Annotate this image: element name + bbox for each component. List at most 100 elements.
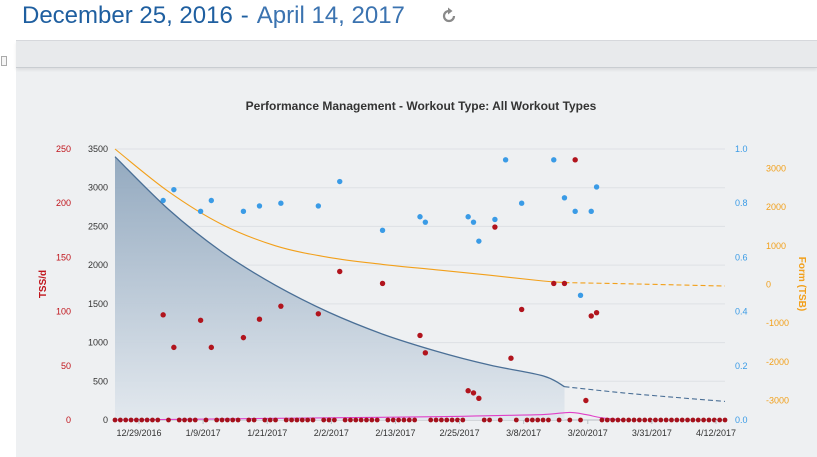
tsb-projection-line [564, 282, 726, 287]
start-date[interactable]: December 25, 2016 [22, 2, 233, 29]
baseline-dot [690, 417, 696, 423]
baseline-dot [326, 417, 332, 423]
baseline-dot [219, 417, 225, 423]
tss-dot [422, 350, 429, 356]
form-tick-label: -3000 [766, 396, 789, 406]
intensity-dot [476, 238, 482, 244]
intensity-dot [470, 219, 477, 225]
intensity-dot [240, 208, 247, 215]
baseline-dot [305, 417, 311, 423]
baseline-dot [599, 417, 605, 423]
form-tick-label: 2000 [766, 202, 786, 212]
baseline-dot [331, 417, 337, 423]
tss-dot [551, 280, 557, 287]
tss-dot [518, 306, 525, 313]
intensity-tick-label: 0.2 [735, 361, 748, 371]
baseline-dot [230, 417, 236, 423]
side-handle[interactable] [1, 56, 7, 66]
header: December 25, 2016- April 14, 2017 [0, 0, 817, 40]
baseline-dot [112, 417, 118, 423]
baseline-dot [631, 417, 637, 423]
baseline-dot [679, 417, 685, 423]
form-tick-label: -1000 [766, 318, 789, 328]
intensity-dot [208, 197, 215, 204]
intensity-tick-label: 0.4 [735, 307, 748, 317]
tss-tick-label: 0 [103, 415, 108, 425]
panel-toolbar [16, 41, 817, 68]
form-tick-label: 0 [766, 280, 771, 290]
tss-dot [588, 313, 594, 319]
baseline-dot [663, 417, 669, 423]
baseline-dot [358, 417, 364, 423]
refresh-icon[interactable] [440, 7, 458, 25]
tss-dot [417, 332, 423, 339]
baseline-dot [267, 417, 273, 423]
tss-per-day-tick-label: 250 [56, 144, 71, 154]
x-tick-label: 3/20/2017 [568, 428, 608, 438]
intensity-dot [588, 208, 594, 215]
tss-per-day-tick-label: 50 [61, 361, 71, 371]
baseline-dot [348, 417, 353, 423]
baseline-dot [626, 417, 632, 423]
x-tick-label: 2/13/2017 [375, 428, 415, 438]
baseline-dot [535, 417, 541, 423]
baseline-dot [203, 417, 209, 423]
x-tick-label: 3/8/2017 [506, 428, 541, 438]
end-date[interactable]: April 14, 2017 [256, 2, 405, 29]
baseline-dot [396, 417, 401, 423]
baseline-dot [497, 417, 503, 423]
intensity-dot [492, 216, 498, 223]
baseline-dot [289, 417, 294, 423]
form-tick-label: 3000 [766, 163, 786, 173]
tss-per-day-tick-label: 100 [56, 307, 71, 317]
tss-dot [171, 344, 177, 351]
intensity-dot [315, 203, 322, 209]
ctl-projection-line [564, 386, 726, 402]
intensity-dot [160, 197, 166, 204]
intensity-dot [197, 208, 204, 215]
ctl-area-line [114, 156, 565, 388]
intensity-dot [256, 203, 263, 209]
baseline-dot [321, 417, 327, 423]
tss-per-day-tick-label: 200 [56, 198, 71, 208]
intensity-dot [422, 219, 429, 225]
baseline-dot [224, 417, 230, 423]
dot-series [112, 157, 728, 423]
baseline-dot [273, 417, 278, 423]
baseline-dot [695, 417, 701, 423]
baseline-dot [701, 417, 706, 423]
tss-dot [492, 224, 498, 230]
intensity-tick-label: 0.0 [735, 415, 748, 425]
date-range[interactable]: December 25, 2016- April 14, 2017 [22, 2, 405, 30]
tss-dot [337, 268, 343, 275]
form-axis-label: Form (TSB) [796, 257, 807, 311]
tss-tick-label: 3500 [88, 144, 108, 154]
intensity-dot [502, 157, 509, 163]
baseline-dot [615, 417, 621, 423]
tss-per-day-tick-label: 0 [66, 415, 71, 425]
baseline-dot [455, 417, 460, 423]
baseline-dot [374, 417, 380, 423]
baseline-dot [235, 417, 241, 423]
intensity-dot [577, 292, 584, 299]
x-tick-label: 1/9/2017 [186, 428, 221, 438]
baseline-dot [150, 417, 155, 423]
baseline-dot [262, 417, 268, 423]
baseline-dot [717, 417, 723, 423]
x-tick-label: 2/2/2017 [314, 428, 349, 438]
intensity-dot [417, 214, 423, 220]
atl-line [114, 411, 624, 421]
baseline-dot [364, 417, 369, 423]
baseline-dot [610, 417, 616, 423]
baseline-dot [524, 417, 530, 423]
form-tick-label: -2000 [766, 357, 789, 367]
baseline-dot [294, 417, 300, 423]
intensity-dot [561, 195, 568, 201]
baseline-dot [369, 417, 375, 423]
baseline-dot [251, 417, 257, 423]
baseline-dot [246, 417, 252, 423]
baseline-dot [529, 417, 535, 423]
tss-tick-label: 1500 [88, 299, 108, 309]
baseline-dot [669, 417, 674, 423]
intensity-dot [593, 184, 600, 190]
